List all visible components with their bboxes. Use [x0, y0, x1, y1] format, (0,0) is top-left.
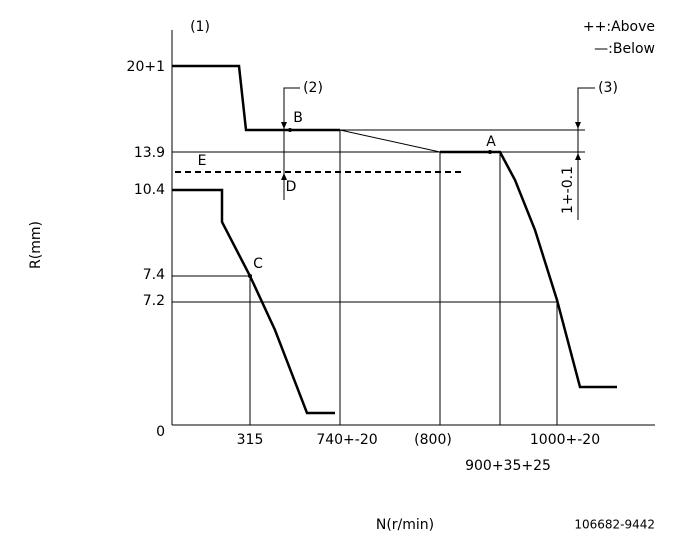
x-tick-label: 1000+-20	[530, 432, 600, 448]
y-axis-title: R(mm)	[28, 221, 44, 269]
y-tick-label: 7.2	[143, 293, 165, 309]
y-tick-label: 20+1	[127, 59, 165, 75]
x-tick-label: (800)	[414, 432, 452, 448]
point-b-dot	[288, 128, 292, 132]
marker-label: (1)	[190, 19, 210, 35]
y-tick-label: 0	[156, 424, 165, 440]
point-a-dot	[488, 150, 492, 154]
code-label: 106682-9442	[574, 518, 655, 532]
legend-text: —:Below	[594, 41, 655, 57]
point-label: B	[293, 110, 303, 126]
marker-label: (2)	[303, 80, 323, 96]
legend-text: ++:Above	[583, 19, 655, 35]
point-label: A	[486, 134, 496, 150]
marker-2	[281, 87, 300, 200]
x-tick-label: 315	[237, 432, 264, 448]
reference-lines	[172, 129, 585, 425]
point-label: C	[253, 256, 263, 272]
x-axis-title: N(r/min)	[376, 517, 434, 533]
tolerance-label: 1+-0.1	[560, 166, 576, 214]
y-tick-label: 13.9	[134, 145, 165, 161]
x-tick-label: 900+35+25	[465, 458, 551, 474]
point-label: D	[286, 179, 297, 195]
y-tick-label: 7.4	[143, 267, 165, 283]
x-tick-label: 740+-20	[316, 432, 377, 448]
marker-3	[575, 87, 595, 220]
point-c-dot	[248, 274, 252, 278]
upper-slope	[339, 129, 441, 153]
y-tick-label: 10.4	[134, 182, 165, 198]
upper-curve	[172, 64, 340, 132]
marker-label: (3)	[598, 80, 618, 96]
upper-curve-2	[440, 150, 617, 389]
point-label: E	[198, 153, 207, 169]
